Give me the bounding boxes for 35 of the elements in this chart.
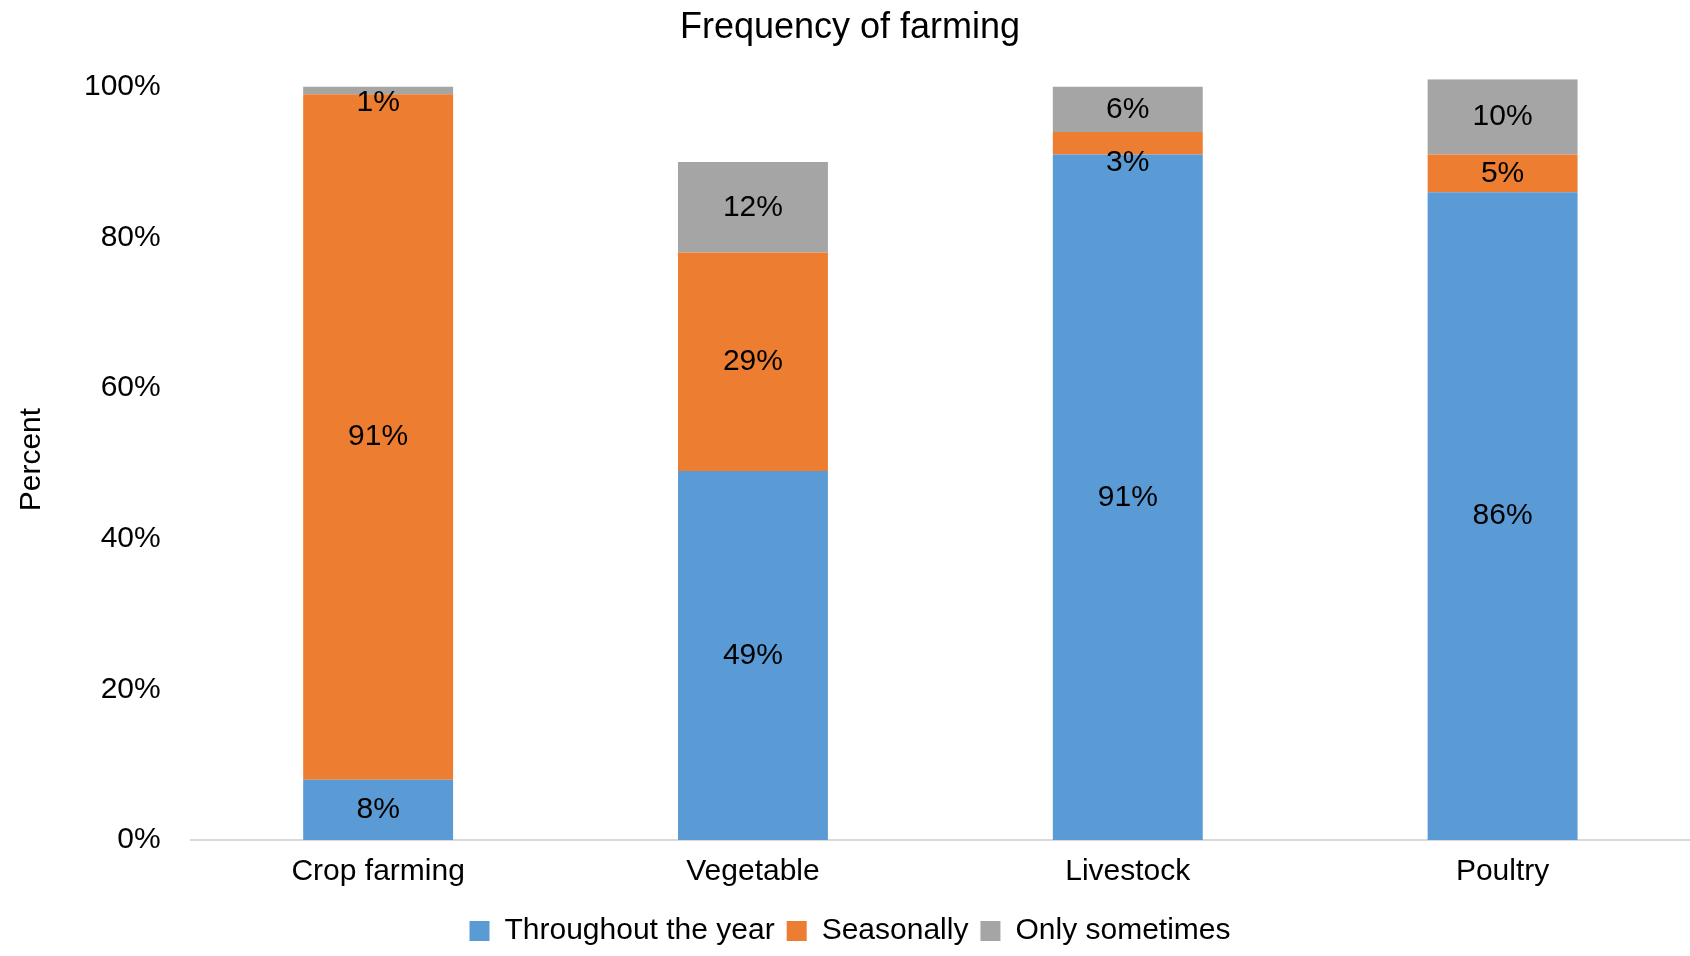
- data-label: 91%: [348, 418, 409, 452]
- data-label: 91%: [1097, 478, 1158, 512]
- y-tick-label: 80%: [100, 218, 161, 252]
- legend-label: Throughout the year: [504, 912, 775, 946]
- y-axis-title: Percent: [13, 407, 47, 512]
- legend-label: Only sometimes: [1015, 912, 1231, 946]
- data-label: 10%: [1472, 98, 1533, 132]
- data-label: 3%: [1106, 143, 1150, 177]
- bar: [1427, 79, 1578, 155]
- data-label: 49%: [722, 636, 783, 670]
- data-label: 8%: [356, 791, 400, 825]
- data-label: 5%: [1480, 154, 1525, 188]
- y-tick-label: 100%: [83, 68, 161, 101]
- bar: [677, 470, 828, 840]
- bar: [303, 779, 454, 840]
- x-tick-label: Poultry: [1455, 853, 1550, 887]
- y-tick-label: 60%: [100, 369, 161, 403]
- data-label: 1%: [356, 83, 400, 117]
- x-tick-label: Livestock: [1065, 853, 1192, 887]
- data-label: 29%: [722, 342, 783, 376]
- data-label: 12%: [722, 188, 783, 222]
- bar: [1427, 192, 1578, 840]
- chart-title: Frequency of farming: [679, 4, 1021, 46]
- bar: [1427, 154, 1578, 193]
- bar: [677, 252, 828, 471]
- y-tick-label: 20%: [100, 670, 161, 704]
- y-tick-label: 40%: [100, 519, 161, 553]
- data-label: 86%: [1472, 497, 1533, 531]
- x-tick-label: Vegetable: [686, 853, 820, 887]
- legend-label: Seasonally: [821, 912, 969, 946]
- y-tick-label: 0%: [117, 821, 161, 855]
- x-tick-label: Crop farming: [291, 853, 465, 887]
- bar: [1052, 86, 1203, 132]
- bar: [677, 162, 828, 253]
- data-label: 6%: [1106, 90, 1150, 124]
